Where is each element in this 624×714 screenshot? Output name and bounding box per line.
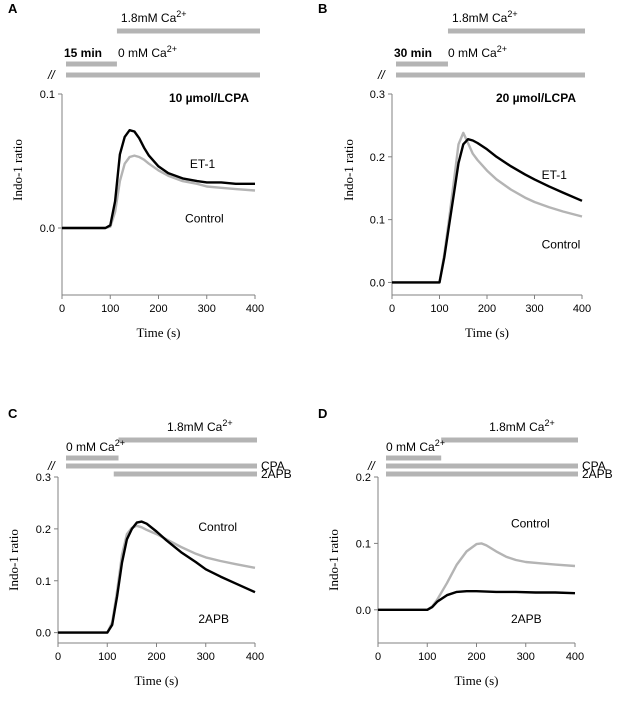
protocol-bar-label: 1.8mM Ca2+ bbox=[121, 9, 187, 25]
protocol-bar bbox=[118, 437, 258, 443]
y-tick-label: 0.1 bbox=[356, 538, 371, 550]
series-label: Control bbox=[542, 237, 581, 251]
panel-letter: C bbox=[8, 406, 18, 421]
y-tick-label: 0.0 bbox=[36, 628, 51, 640]
protocol-bar bbox=[396, 61, 448, 67]
y-tick-label: 0.1 bbox=[370, 215, 385, 227]
x-tick-label: 200 bbox=[147, 651, 165, 663]
x-tick-label: 100 bbox=[98, 651, 116, 663]
axis-break-mark: // bbox=[47, 68, 56, 82]
panel-b: B 1.8mM Ca2+ 0 mM Ca2+ // 30 min 20 µmol/LCPA… bbox=[318, 1, 591, 340]
y-tick-label: 0.3 bbox=[36, 472, 51, 484]
protocol-bar bbox=[66, 61, 117, 67]
protocol-bar bbox=[113, 471, 257, 477]
protocol-bar bbox=[386, 455, 442, 461]
y-tick-label: 0.0 bbox=[40, 223, 55, 235]
y-axis-title: Indo-1 ratio bbox=[6, 529, 21, 591]
x-axis-title: Time (s) bbox=[465, 325, 509, 340]
series-label: Control bbox=[185, 211, 224, 225]
x-tick-label: 400 bbox=[566, 651, 584, 663]
series-label: ET-1 bbox=[190, 157, 216, 171]
protocol-bar bbox=[66, 455, 119, 461]
series-label: 2APB bbox=[198, 612, 229, 626]
drug-label: 20 µmol/LCPA bbox=[496, 91, 576, 105]
panel-a: A 1.8mM Ca2+ 0 mM Ca2+ // 15 min 10 µmol/LCPA… bbox=[8, 1, 264, 340]
y-axis-title: Indo-1 ratio bbox=[326, 529, 341, 591]
x-tick-label: 300 bbox=[517, 651, 535, 663]
y-tick-label: 0.2 bbox=[36, 524, 51, 536]
y-tick-label: 0.2 bbox=[370, 152, 385, 164]
x-tick-label: 300 bbox=[198, 303, 216, 315]
y-tick-label: 0.1 bbox=[36, 576, 51, 588]
x-tick-label: 100 bbox=[101, 303, 119, 315]
drug-label: 10 µmol/LCPA bbox=[169, 91, 249, 105]
x-tick-label: 100 bbox=[430, 303, 448, 315]
protocol-bar bbox=[66, 72, 260, 78]
protocol-bar bbox=[441, 437, 578, 443]
protocol-bar-label: 0 mM Ca2+ bbox=[386, 438, 445, 454]
x-tick-label: 300 bbox=[197, 651, 215, 663]
x-tick-label: 300 bbox=[525, 303, 543, 315]
x-axis-title: Time (s) bbox=[137, 325, 181, 340]
protocol-bar-label: 2APB bbox=[261, 467, 292, 481]
series-label: Control bbox=[511, 516, 550, 530]
protocol-bar-label: CPA bbox=[582, 459, 606, 473]
protocol-bar-label: 1.8mM Ca2+ bbox=[167, 418, 233, 434]
y-axis-title: Indo-1 ratio bbox=[10, 139, 25, 201]
x-tick-label: 400 bbox=[573, 303, 591, 315]
series-line-2apb bbox=[58, 520, 256, 634]
series-line-control bbox=[392, 131, 583, 284]
protocol-bar bbox=[66, 463, 257, 469]
protocol-bar-label: 0 mM Ca2+ bbox=[118, 44, 177, 60]
protocol-bar bbox=[447, 28, 585, 34]
x-axis-title: Time (s) bbox=[135, 673, 179, 688]
protocol-bar-label: 0 mM Ca2+ bbox=[66, 438, 125, 454]
protocol-bar bbox=[386, 463, 578, 469]
y-axis-title: Indo-1 ratio bbox=[341, 139, 356, 201]
axis-break-mark: // bbox=[377, 68, 386, 82]
axis-break-mark: // bbox=[47, 459, 56, 473]
series-line-et-1 bbox=[392, 137, 583, 284]
protocol-bar bbox=[116, 28, 260, 34]
x-tick-label: 0 bbox=[375, 651, 381, 663]
protocol-bar-label: CPA bbox=[261, 459, 285, 473]
panel-letter: A bbox=[8, 1, 18, 16]
y-tick-label: 0.2 bbox=[356, 472, 371, 484]
series-line-control bbox=[378, 542, 576, 611]
axis-break-mark: // bbox=[367, 459, 376, 473]
panel-letter: B bbox=[318, 1, 327, 16]
x-axis-title: Time (s) bbox=[455, 673, 499, 688]
panel-letter: D bbox=[318, 406, 327, 421]
protocol-bar-label: 1.8mM Ca2+ bbox=[452, 9, 518, 25]
x-tick-label: 0 bbox=[389, 303, 395, 315]
y-tick-label: 0.1 bbox=[40, 89, 55, 101]
x-tick-label: 400 bbox=[246, 303, 264, 315]
x-tick-label: 100 bbox=[418, 651, 436, 663]
x-tick-label: 0 bbox=[55, 651, 61, 663]
series-line-et-1 bbox=[62, 128, 255, 230]
x-tick-label: 200 bbox=[478, 303, 496, 315]
pretreatment-duration: 30 min bbox=[394, 46, 432, 60]
series-label: 2APB bbox=[511, 612, 542, 626]
y-tick-label: 0.0 bbox=[370, 277, 385, 289]
series-line-control bbox=[62, 154, 256, 230]
protocol-bar-label: 1.8mM Ca2+ bbox=[489, 418, 555, 434]
x-tick-label: 400 bbox=[246, 651, 264, 663]
protocol-bar-label: 2APB bbox=[582, 467, 613, 481]
y-tick-label: 0.3 bbox=[370, 89, 385, 101]
series-label: ET-1 bbox=[542, 168, 568, 182]
x-tick-label: 200 bbox=[467, 651, 485, 663]
y-tick-label: 0.0 bbox=[356, 605, 371, 617]
x-tick-label: 0 bbox=[59, 303, 65, 315]
x-tick-label: 200 bbox=[149, 303, 167, 315]
protocol-bar bbox=[386, 471, 578, 477]
series-label: Control bbox=[198, 520, 237, 534]
pretreatment-duration: 15 min bbox=[64, 46, 102, 60]
protocol-bar bbox=[396, 72, 585, 78]
protocol-bar-label: 0 mM Ca2+ bbox=[448, 44, 507, 60]
series-line-2apb bbox=[378, 590, 576, 611]
